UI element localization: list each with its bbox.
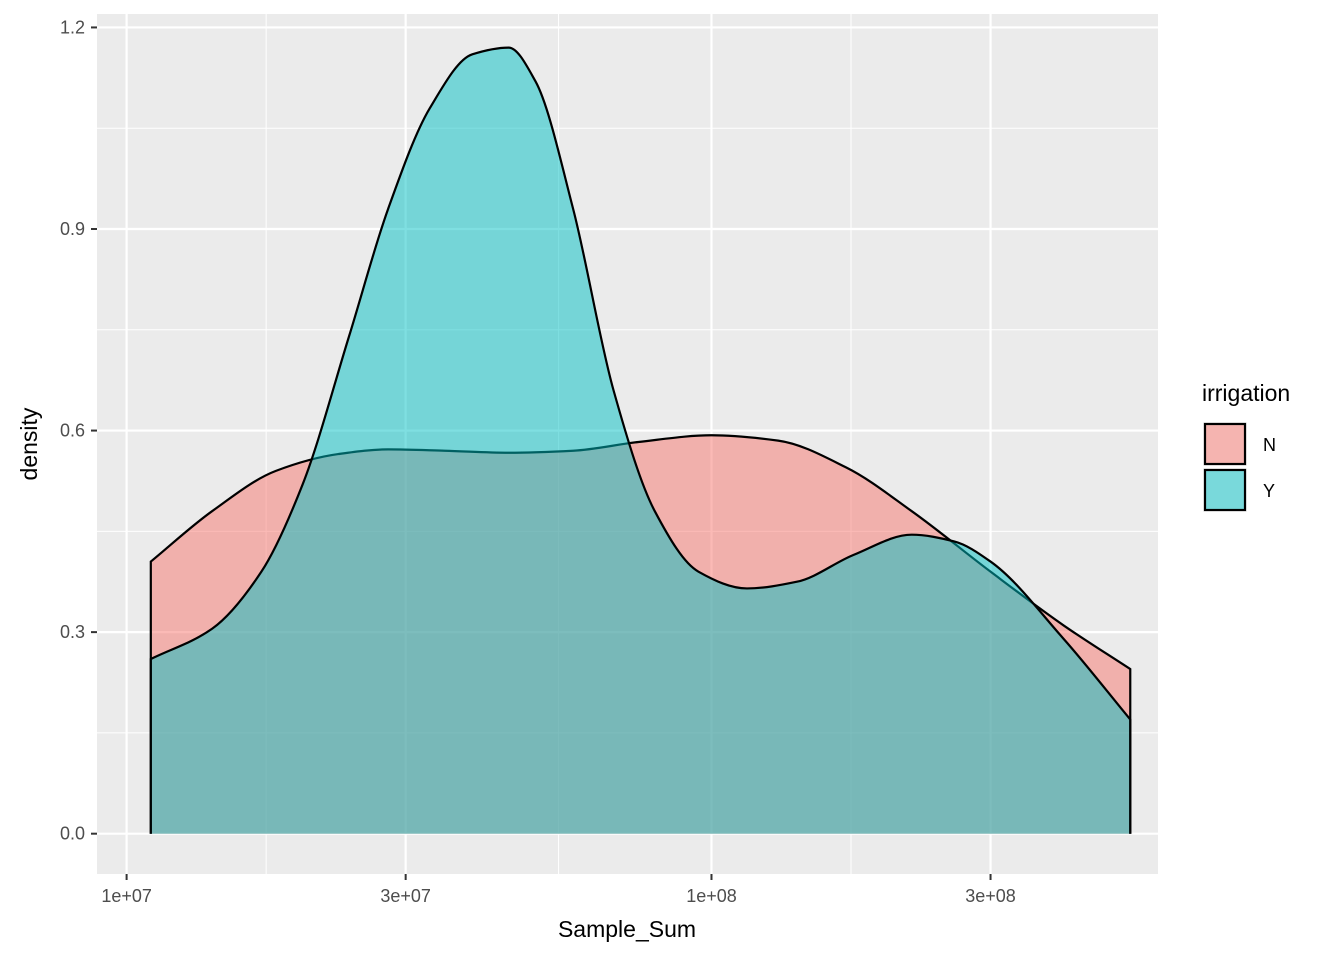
axis-ticks: [91, 26, 992, 880]
x-tick-labels: 1e+07 3e+07 1e+08 3e+08: [101, 886, 1016, 906]
x-tick-label: 1e+08: [686, 886, 737, 906]
x-axis-title: Sample_Sum: [558, 916, 696, 942]
x-tick-label: 1e+07: [101, 886, 152, 906]
y-tick-label: 0.6: [60, 421, 85, 441]
density-outline-Y: [149, 46, 1132, 834]
y-tick-label: 1.2: [60, 17, 85, 37]
y-axis-title: density: [16, 407, 42, 480]
x-tick-label: 3e+08: [965, 886, 1016, 906]
legend-swatch-N: [1203, 422, 1247, 466]
legend-title: irrigation: [1202, 380, 1290, 406]
y-tick-label: 0.9: [60, 219, 85, 239]
y-tick-label: 0.3: [60, 622, 85, 642]
density-area-Y: [150, 47, 1131, 834]
legend-keys: NY: [1203, 422, 1276, 512]
density-areas: [149, 46, 1132, 834]
x-tick-label: 3e+07: [380, 886, 431, 906]
y-tick-label: 0.0: [60, 824, 85, 844]
legend-label-N: N: [1263, 435, 1276, 455]
legend-label-Y: Y: [1263, 481, 1275, 501]
y-tick-labels: 0.0 0.3 0.6 0.9 1.2: [60, 17, 85, 843]
legend-swatch-Y: [1203, 468, 1247, 512]
legend: irrigation NY: [1202, 380, 1290, 512]
